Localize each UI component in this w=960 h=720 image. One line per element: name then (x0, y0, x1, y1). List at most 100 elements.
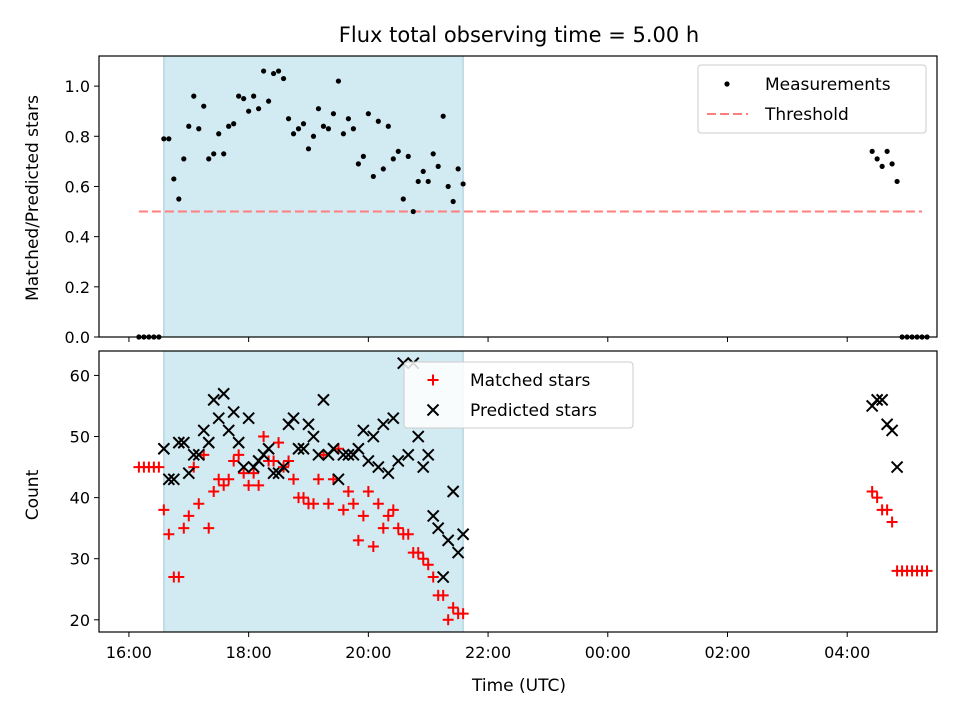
predicted-star-marker (307, 430, 320, 443)
measurement-point (445, 183, 451, 190)
predicted-star-marker (167, 473, 181, 486)
chart-title: Flux total observing time = 5.00 h (339, 23, 699, 47)
matched-star-marker (352, 534, 364, 546)
measurement-point (216, 131, 222, 137)
top-panel: 0.0 0.2 0.4 0.6 0.8 1.0 Measurements Threshold (65, 55, 938, 347)
predicted-star-marker (242, 411, 255, 425)
predicted-star-marker (222, 424, 235, 437)
measurement-point (166, 136, 172, 142)
measurement-point (176, 196, 182, 202)
measurement-point (191, 93, 197, 99)
matched-star-marker (253, 479, 265, 491)
measurement-point (395, 148, 401, 154)
predicted-star-marker (302, 418, 315, 431)
measurement-point (375, 118, 381, 124)
predicted-star-marker (312, 448, 325, 462)
y-tick-label: 0.6 (65, 177, 90, 196)
matched-star-marker (442, 614, 454, 626)
measurement-point (186, 123, 192, 129)
matched-star-marker (183, 510, 195, 522)
axes-frame (98, 350, 938, 633)
measurement-point (450, 198, 456, 205)
measurement-point (430, 151, 436, 157)
x-tick-label: 02:00 (704, 643, 750, 662)
measurement-point (226, 123, 232, 129)
matched-star-marker (871, 492, 883, 504)
matched-star-marker (342, 486, 354, 497)
predicted-star-marker (237, 460, 250, 474)
measurement-point (241, 96, 247, 102)
legend-top: Measurements Threshold (697, 64, 927, 134)
legend-predicted-marker (426, 403, 440, 417)
measurement-point (440, 113, 446, 119)
measurement-point (879, 163, 885, 169)
measurement-point (310, 133, 317, 139)
measurement-point (894, 178, 900, 185)
axes-frame (98, 55, 938, 338)
y-tick-label: 50 (70, 428, 90, 447)
matched-star-marker (218, 479, 230, 491)
measurement-point (455, 166, 461, 172)
measurement-point (246, 108, 252, 114)
y-tick-label: 60 (70, 366, 90, 385)
x-tick-label: 04:00 (824, 643, 870, 662)
legend-box (697, 64, 927, 134)
y-tick-label: 40 (70, 489, 90, 508)
measurement-point (420, 168, 426, 175)
measurement-point (221, 151, 227, 157)
predicted-star-marker (187, 448, 200, 462)
measurement-point (285, 116, 292, 122)
bottom-panel: 20 30 40 50 60 16:00 18:00 20:00 22:00 00:00 02:00… (70, 350, 938, 662)
matched-star-marker (866, 486, 878, 497)
measurement-point (265, 98, 272, 104)
matched-star-marker (298, 492, 310, 504)
measurement-point (385, 123, 391, 129)
predicted-star-marker (402, 448, 415, 462)
measurement-point (211, 151, 217, 157)
measurement-point (340, 131, 347, 137)
matched-star-marker (412, 547, 424, 559)
measurement-point (290, 131, 297, 137)
observing-window (163, 55, 464, 338)
predicted-star-marker (870, 393, 884, 407)
predicted-star-marker (217, 387, 230, 400)
measurement-point (370, 173, 376, 180)
measurement-point (335, 78, 342, 84)
measurement-point (869, 148, 875, 154)
measurement-point (251, 93, 257, 99)
x-tick-label: 20:00 (345, 643, 391, 662)
predicted-star-marker (362, 454, 375, 468)
predicted-star-marker (431, 521, 445, 535)
matched-star-marker (243, 479, 255, 491)
measurement-point (345, 116, 352, 122)
legend-predicted-label: Predicted stars (470, 401, 597, 421)
predicted-star-marker (890, 460, 904, 474)
matched-star-marker (193, 498, 205, 510)
measurement-point (231, 121, 237, 127)
predicted-star-marker (367, 430, 380, 443)
measurement-point (201, 103, 207, 109)
predicted-star-marker (417, 460, 430, 474)
measurement-point (400, 196, 406, 202)
predicted-star-marker (207, 393, 220, 407)
predicted-star-marker (162, 473, 176, 486)
measurement-point (330, 111, 337, 117)
predicted-star-marker (441, 534, 455, 547)
predicted-star-marker (287, 411, 300, 425)
legend-matched-label: Matched stars (470, 371, 590, 391)
series-predicted-stars (157, 357, 904, 584)
predicted-star-marker (262, 442, 275, 455)
predicted-star-marker (182, 466, 195, 480)
predicted-star-marker (317, 393, 330, 407)
legend-threshold-label: Threshold (764, 105, 849, 125)
matched-star-marker (437, 589, 449, 601)
predicted-star-marker (436, 570, 450, 584)
legend-measurements-marker (724, 81, 730, 87)
matched-star-marker (422, 559, 434, 571)
predicted-star-marker (332, 473, 345, 486)
matched-star-marker (163, 528, 175, 540)
predicted-star-marker (337, 448, 350, 462)
measurement-point (295, 126, 302, 132)
measurement-point (360, 153, 366, 159)
matched-star-marker (203, 522, 215, 534)
